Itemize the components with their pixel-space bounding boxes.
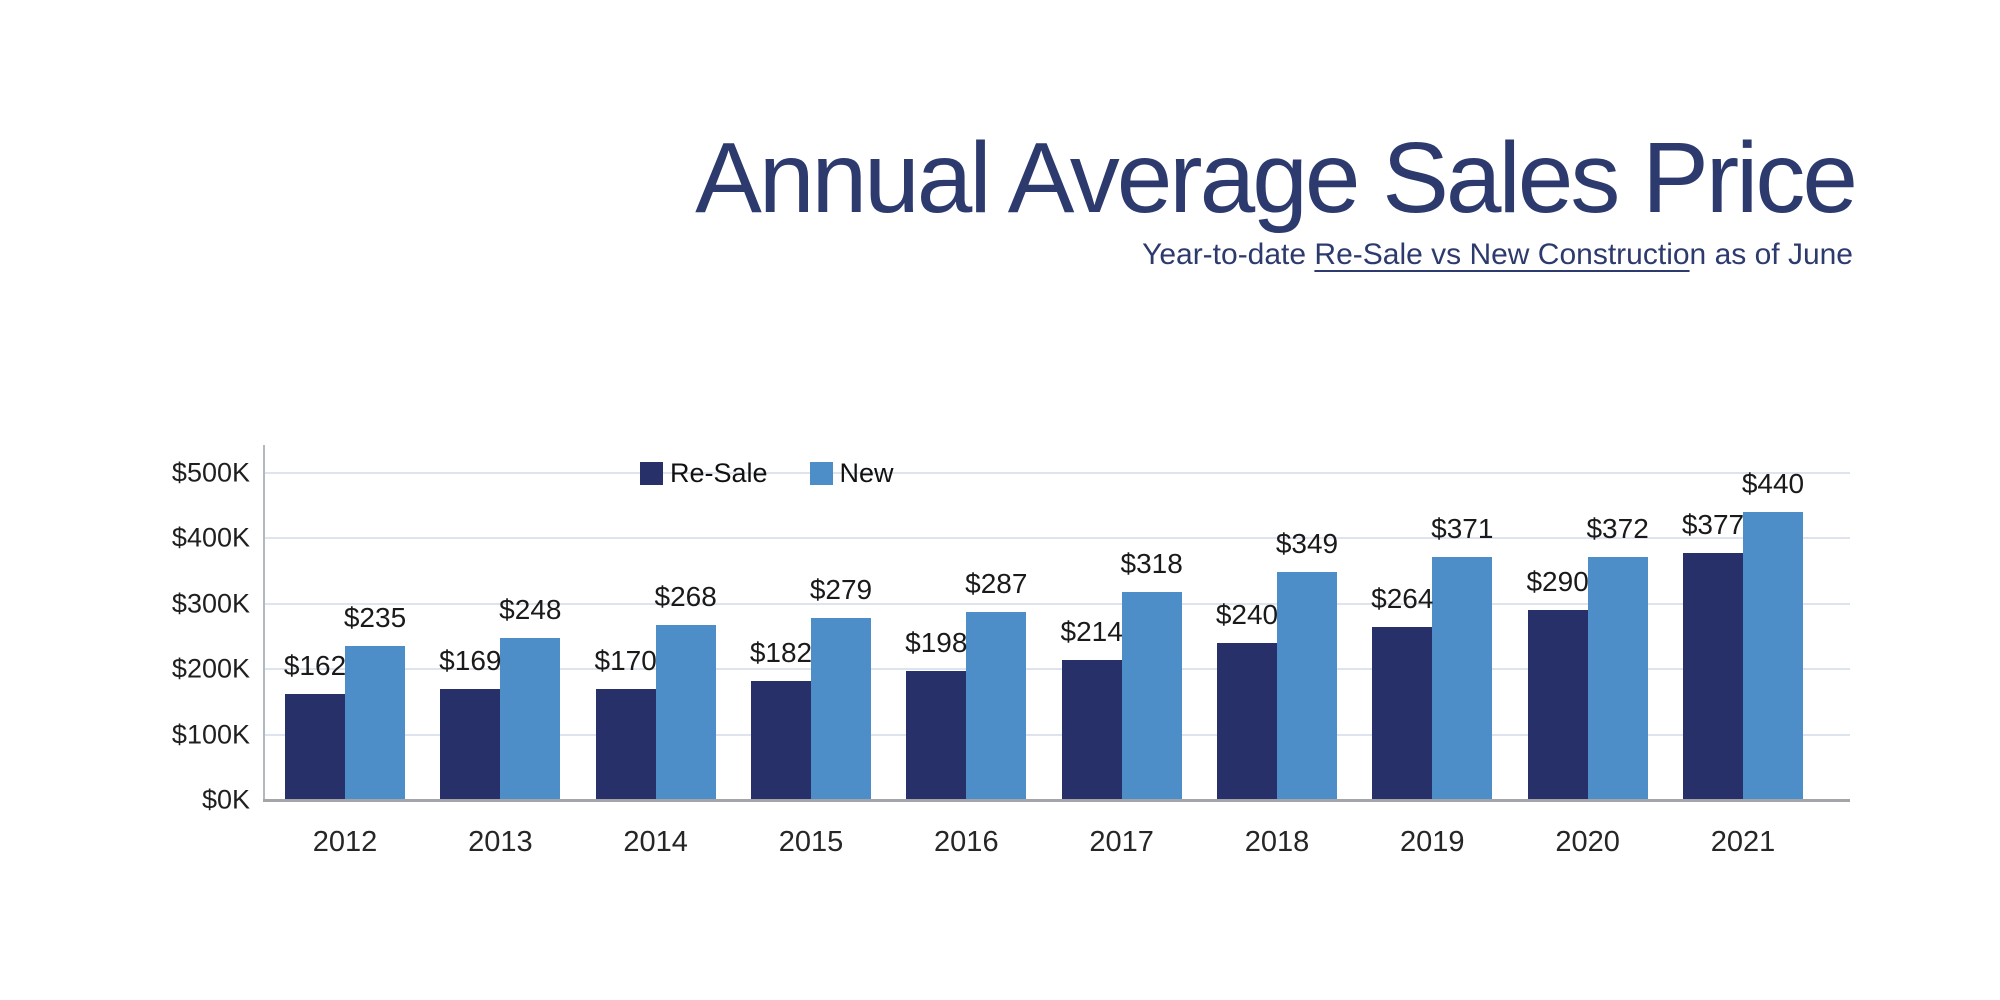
- y-tick-label: $200K: [171, 653, 250, 684]
- bar-new-2019: [1432, 557, 1493, 800]
- x-axis-baseline: [263, 799, 1850, 802]
- bar-resale-2019: [1372, 627, 1433, 800]
- bar-new-2015: [810, 617, 871, 800]
- bar-resale-2017: [1061, 660, 1122, 800]
- bar-new-2018: [1276, 571, 1337, 800]
- bar-new-2020: [1587, 556, 1648, 800]
- bar-new-2017: [1121, 592, 1182, 800]
- x-axis-label-2019: 2019: [1400, 826, 1465, 858]
- gridline-$300K: [263, 602, 1850, 605]
- x-axis-label-2016: 2016: [934, 826, 999, 858]
- value-label-resale-2017: $214: [1060, 616, 1123, 648]
- y-tick-label: $300K: [171, 588, 250, 619]
- bar-new-2014: [655, 624, 716, 800]
- gridline-$500K: [263, 472, 1850, 474]
- bar-resale-2020: [1527, 610, 1588, 800]
- bar-resale-2021: [1682, 553, 1743, 800]
- value-label-new-2014: $268: [654, 580, 717, 612]
- y-tick-label: $500K: [171, 457, 250, 488]
- x-axis-label-2015: 2015: [778, 826, 844, 858]
- x-axis-label-2017: 2017: [1089, 826, 1154, 858]
- y-axis-line: [263, 445, 265, 800]
- legend-label-new: New: [839, 458, 894, 488]
- value-label-new-2020: $372: [1586, 512, 1649, 544]
- x-axis-label-2021: 2021: [1710, 826, 1776, 858]
- y-tick-label: $100K: [171, 719, 250, 750]
- value-label-new-2019: $371: [1431, 513, 1494, 545]
- bar-new-2021: [1742, 512, 1803, 800]
- x-axis-label-2012: 2012: [312, 826, 378, 858]
- value-label-new-2013: $248: [499, 593, 562, 625]
- gridline-$100K: [263, 733, 1850, 736]
- value-label-new-2012: $235: [343, 602, 407, 634]
- gridline-$200K: [263, 668, 1850, 671]
- value-label-new-2017: $318: [1120, 548, 1183, 580]
- bar-new-2012: [345, 646, 405, 800]
- value-label-resale-2019: $264: [1371, 583, 1434, 615]
- y-tick-label: $400K: [171, 522, 250, 553]
- value-label-new-2015: $279: [809, 573, 873, 605]
- gridline-$400K: [263, 537, 1850, 540]
- subtitle-prefix: Year-to-date: [1142, 238, 1315, 271]
- bar-resale-2014: [595, 688, 656, 800]
- bar-resale-2013: [440, 689, 501, 800]
- subtitle-underlined-text: Re-Sale vs New Constructio: [1314, 238, 1690, 271]
- bar-new-2016: [966, 612, 1027, 800]
- bar-resale-2015: [750, 680, 811, 800]
- x-axis-label-2013: 2013: [468, 826, 533, 858]
- y-tick-label: $0K: [201, 784, 250, 815]
- bar-resale-2016: [906, 670, 967, 800]
- value-label-resale-2021: $377: [1681, 509, 1745, 541]
- value-label-new-2016: $287: [965, 568, 1028, 600]
- legend-swatch-new: [809, 462, 833, 485]
- value-label-resale-2016: $198: [905, 626, 968, 658]
- value-label-resale-2014: $170: [594, 644, 657, 676]
- value-label-resale-2018: $240: [1215, 599, 1279, 631]
- legend-swatch-resale: [640, 462, 663, 485]
- legend-label-resale: Re-Sale: [670, 458, 768, 488]
- bar-new-2013: [500, 637, 561, 800]
- x-axis-label-2018: 2018: [1244, 826, 1310, 858]
- bar-resale-2012: [285, 694, 345, 800]
- chart-legend: Re-Sale New: [640, 460, 894, 487]
- subtitle-suffix: n as of June: [1689, 238, 1853, 271]
- value-label-resale-2020: $290: [1526, 566, 1589, 598]
- value-label-new-2021: $440: [1741, 468, 1805, 500]
- value-label-resale-2012: $162: [283, 650, 347, 682]
- x-axis-label-2014: 2014: [623, 826, 688, 858]
- chart-title: Annual Average Sales Price: [695, 122, 1858, 234]
- value-label-resale-2015: $182: [749, 636, 813, 668]
- value-label-resale-2013: $169: [439, 645, 502, 677]
- value-label-new-2018: $349: [1275, 527, 1339, 559]
- x-axis-label-2020: 2020: [1555, 826, 1620, 858]
- chart-subtitle: Year-to-date Re-Sale vs New Construction…: [1142, 238, 1853, 272]
- bar-resale-2018: [1216, 643, 1277, 800]
